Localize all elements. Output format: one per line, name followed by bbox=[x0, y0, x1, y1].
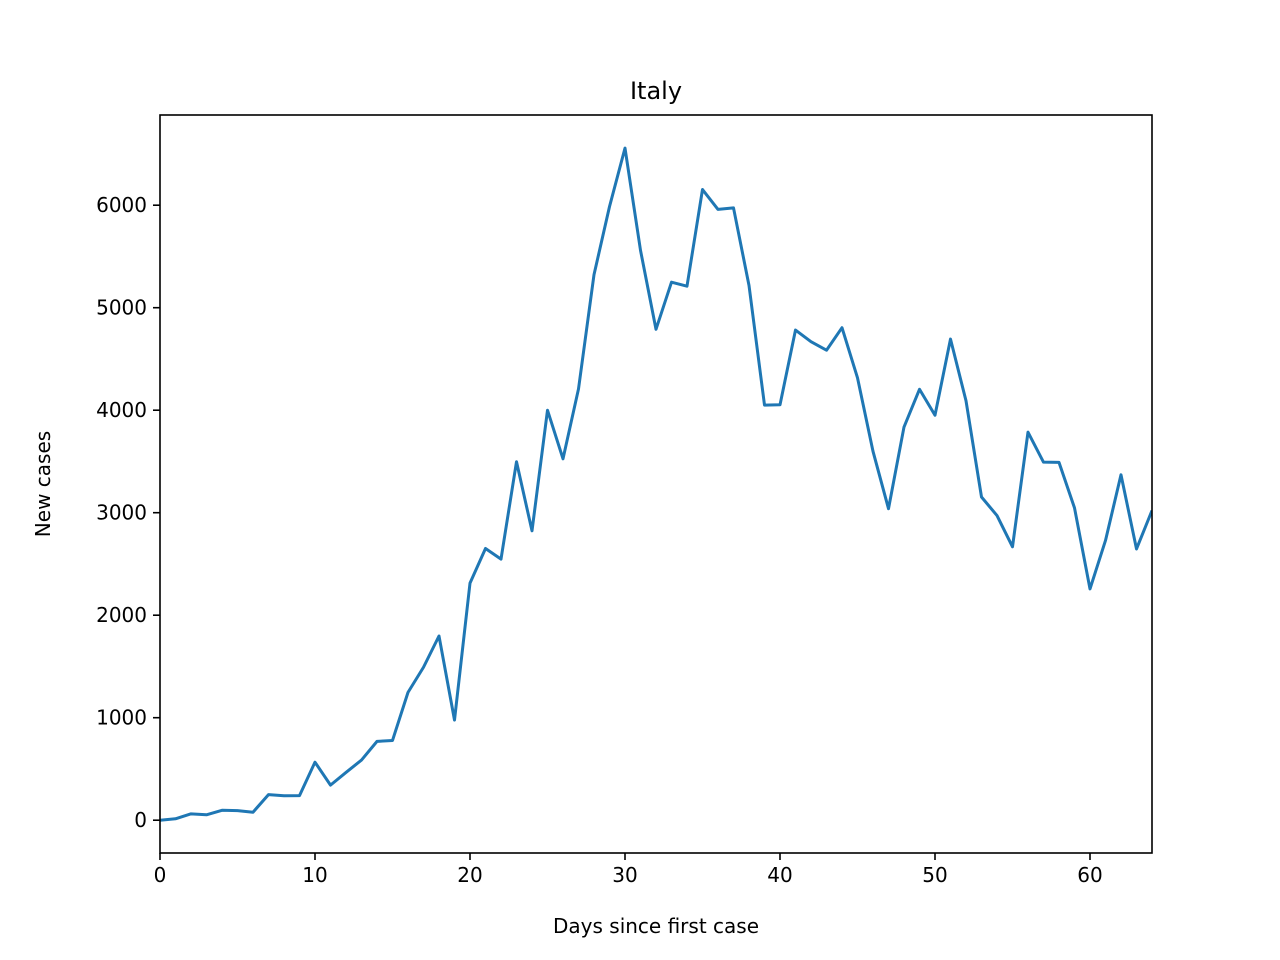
plot-area: 0 10 20 30 40 50 60 0 1000 2000 3000 4000 5000 6000 bbox=[96, 114, 1153, 887]
y-tick-label: 1000 bbox=[96, 706, 147, 730]
y-tick-label: 3000 bbox=[96, 501, 147, 525]
x-tick-label: 40 bbox=[767, 863, 792, 887]
x-tick-label: 10 bbox=[302, 863, 327, 887]
chart-title: Italy bbox=[630, 77, 682, 105]
y-tick-label: 5000 bbox=[96, 296, 147, 320]
y-tick-label: 6000 bbox=[96, 193, 147, 217]
x-tick-label: 0 bbox=[154, 863, 167, 887]
y-tick-label: 0 bbox=[134, 808, 147, 832]
y-axis-label: New cases bbox=[31, 431, 55, 537]
x-tick-label: 30 bbox=[612, 863, 637, 887]
y-axis-ticks: 0 1000 2000 3000 4000 5000 6000 bbox=[96, 193, 160, 832]
x-axis-ticks: 0 10 20 30 40 50 60 bbox=[154, 853, 1103, 887]
y-tick-label: 4000 bbox=[96, 398, 147, 422]
series-group bbox=[160, 146, 1152, 822]
series-line-0 bbox=[160, 146, 1152, 822]
x-tick-label: 60 bbox=[1077, 863, 1102, 887]
y-tick-label: 2000 bbox=[96, 603, 147, 627]
x-axis-label: Days since first case bbox=[553, 914, 759, 938]
x-tick-label: 20 bbox=[457, 863, 482, 887]
plot-frame bbox=[159, 114, 1153, 854]
x-tick-label: 50 bbox=[922, 863, 947, 887]
